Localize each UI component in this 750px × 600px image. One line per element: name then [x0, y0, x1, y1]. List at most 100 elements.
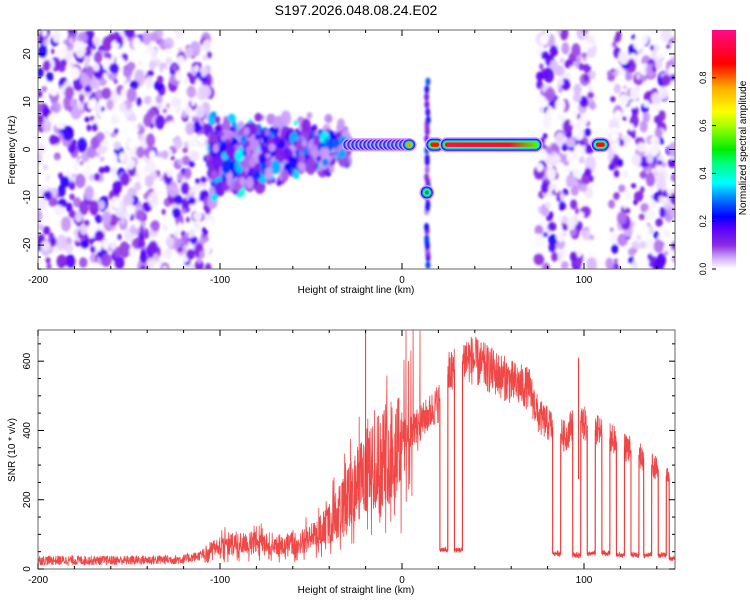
heatmap-cell	[645, 208, 655, 220]
heatmap-cell	[301, 118, 311, 133]
heatmap-cell	[94, 214, 103, 224]
heatmap-core	[595, 142, 605, 147]
heatmap-cell	[38, 90, 43, 98]
heatmap-cell	[321, 158, 329, 167]
heatmap-cell	[611, 142, 621, 155]
heatmap-cell	[149, 31, 159, 42]
snr-dropout	[657, 469, 667, 556]
heatmap-cell	[658, 110, 666, 122]
heatmap-cell	[140, 264, 146, 269]
heatmap-cell	[143, 192, 149, 200]
heatmap-cell	[97, 200, 106, 210]
heatmap-cell	[670, 72, 675, 82]
heatmap-cell	[589, 101, 597, 110]
heatmap-cell	[89, 245, 96, 254]
heatmap-cell	[135, 97, 142, 107]
heatmap-cell	[84, 116, 90, 123]
heatmap-cell	[583, 229, 591, 241]
heatmap-cell	[214, 116, 221, 124]
heatmap-cell	[661, 30, 672, 43]
snr-xtick-label: -100	[210, 575, 230, 586]
heatmap-cell	[150, 100, 155, 107]
heatmap-cell	[79, 160, 84, 166]
heatmap-cell	[581, 30, 589, 35]
heatmap-cell	[184, 47, 194, 59]
heatmap-cell	[157, 150, 163, 159]
heatmap-cell	[653, 257, 665, 269]
heatmap-cell	[267, 143, 276, 152]
heatmap-cell	[122, 194, 134, 206]
heatmap-cell	[648, 225, 654, 235]
heatmap-cell	[186, 248, 196, 260]
heatmap-cell	[584, 128, 591, 137]
heatmap-cell	[570, 185, 579, 196]
heatmap-cell	[113, 127, 119, 134]
heatmap-cell	[64, 86, 75, 100]
heatmap-cell	[293, 120, 299, 126]
snr-dropout	[439, 374, 449, 551]
heatmap-cell	[88, 30, 95, 40]
heatmap-cell	[170, 131, 177, 139]
heatmap-cell	[115, 113, 121, 121]
snr-xlabel: Height of straight line (km)	[298, 585, 415, 596]
heatmap-cell	[177, 246, 183, 253]
snr-dropout	[586, 425, 596, 554]
heatmap-cell	[55, 220, 62, 228]
heatmap-cell	[102, 241, 109, 250]
heatmap-cell	[657, 159, 663, 166]
heatmap-cell	[571, 43, 581, 57]
heatmap-cell	[587, 91, 594, 99]
heatmap-cell	[101, 211, 112, 225]
heatmap-cell	[622, 85, 628, 90]
heatmap-cell	[118, 152, 126, 162]
heatmap-cell	[258, 153, 267, 165]
heatmap-cell	[545, 154, 554, 166]
heatmap-cell	[143, 95, 152, 105]
heatmap-cell	[220, 135, 227, 141]
heatmap-feature	[419, 185, 435, 201]
heatmap-cell	[639, 186, 645, 194]
heatmap-cell	[424, 222, 430, 231]
heatmap-cell	[167, 212, 173, 218]
heatmap-cell	[189, 235, 198, 245]
heatmap-cell	[336, 118, 345, 131]
heatmap-cell	[38, 114, 44, 125]
heatmap-cell	[195, 105, 206, 119]
heatmap-cell	[185, 122, 195, 136]
heatmap-cell	[148, 150, 156, 160]
heatmap-cell	[561, 215, 569, 224]
heatmap-cell	[249, 167, 255, 175]
heatmap-cell	[210, 180, 216, 188]
heatmap-cell	[625, 71, 633, 81]
heatmap-feature	[424, 137, 445, 153]
heatmap-cell	[101, 253, 112, 267]
heatmap-cell	[292, 169, 300, 180]
heatmap-cell	[173, 229, 180, 238]
heatmap-cell	[424, 85, 430, 94]
heatmap-cell	[670, 192, 675, 205]
heatmap-cell	[91, 123, 98, 132]
heatmap-cell	[581, 52, 588, 59]
heatmap-cell	[201, 227, 207, 233]
heatmap-cell	[196, 256, 202, 264]
heatmap-cell	[173, 138, 183, 150]
heatmap-cell	[166, 168, 175, 178]
snr-background	[38, 330, 675, 569]
heatmap-cell	[653, 239, 664, 253]
heatmap-cell	[645, 172, 656, 187]
heatmap-cell	[187, 137, 197, 149]
heatmap-cell	[38, 67, 44, 78]
heatmap-cell	[48, 196, 58, 207]
heatmap-cell	[98, 166, 105, 174]
heatmap-cell	[42, 190, 53, 201]
heatmap-cell	[555, 232, 566, 243]
heatmap-cell	[613, 35, 622, 43]
heatmap-cell	[211, 170, 217, 179]
heatmap-cell	[77, 137, 88, 153]
heatmap-cell	[165, 43, 170, 49]
heatmap-cell	[162, 108, 168, 114]
heatmap-cell	[193, 121, 202, 133]
heatmap-cell	[559, 193, 565, 201]
heatmap-cell	[287, 156, 298, 170]
heatmap-cell	[133, 219, 141, 229]
